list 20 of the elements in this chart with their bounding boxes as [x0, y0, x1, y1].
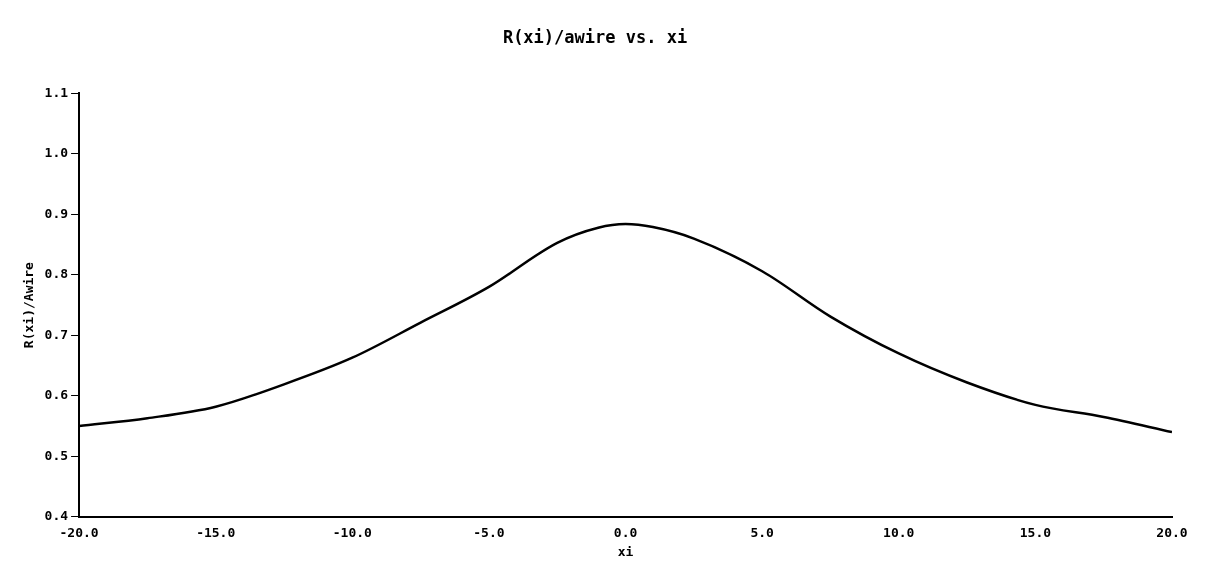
x-axis-title: xi — [617, 543, 634, 559]
x-tick-label: 0.0 — [613, 524, 638, 540]
y-tick-label: 1.0 — [44, 145, 69, 161]
x-tick-label: -20.0 — [59, 524, 99, 540]
y-tick-label: 0.4 — [44, 508, 69, 524]
y-tick-label: 0.8 — [44, 266, 69, 282]
y-tick-label: 0.5 — [44, 447, 69, 463]
y-tick-label: 0.7 — [44, 326, 69, 342]
x-tick-label: 5.0 — [750, 524, 775, 540]
y-tick-label: 0.9 — [44, 205, 69, 221]
x-tick-label: 20.0 — [1156, 524, 1188, 540]
x-tick-label: 10.0 — [883, 524, 915, 540]
x-tick-label: -5.0 — [473, 524, 505, 540]
chart-title: R(xi)/awire vs. xi — [502, 26, 688, 47]
x-tick-label: -10.0 — [332, 524, 373, 540]
x-tick-label: -15.0 — [196, 524, 236, 540]
y-tick-label: 1.1 — [44, 84, 69, 100]
y-axis-title: R(xi)/Awire — [21, 261, 37, 349]
x-tick-label: 15.0 — [1019, 524, 1052, 540]
y-tick-label: 0.6 — [44, 387, 69, 403]
